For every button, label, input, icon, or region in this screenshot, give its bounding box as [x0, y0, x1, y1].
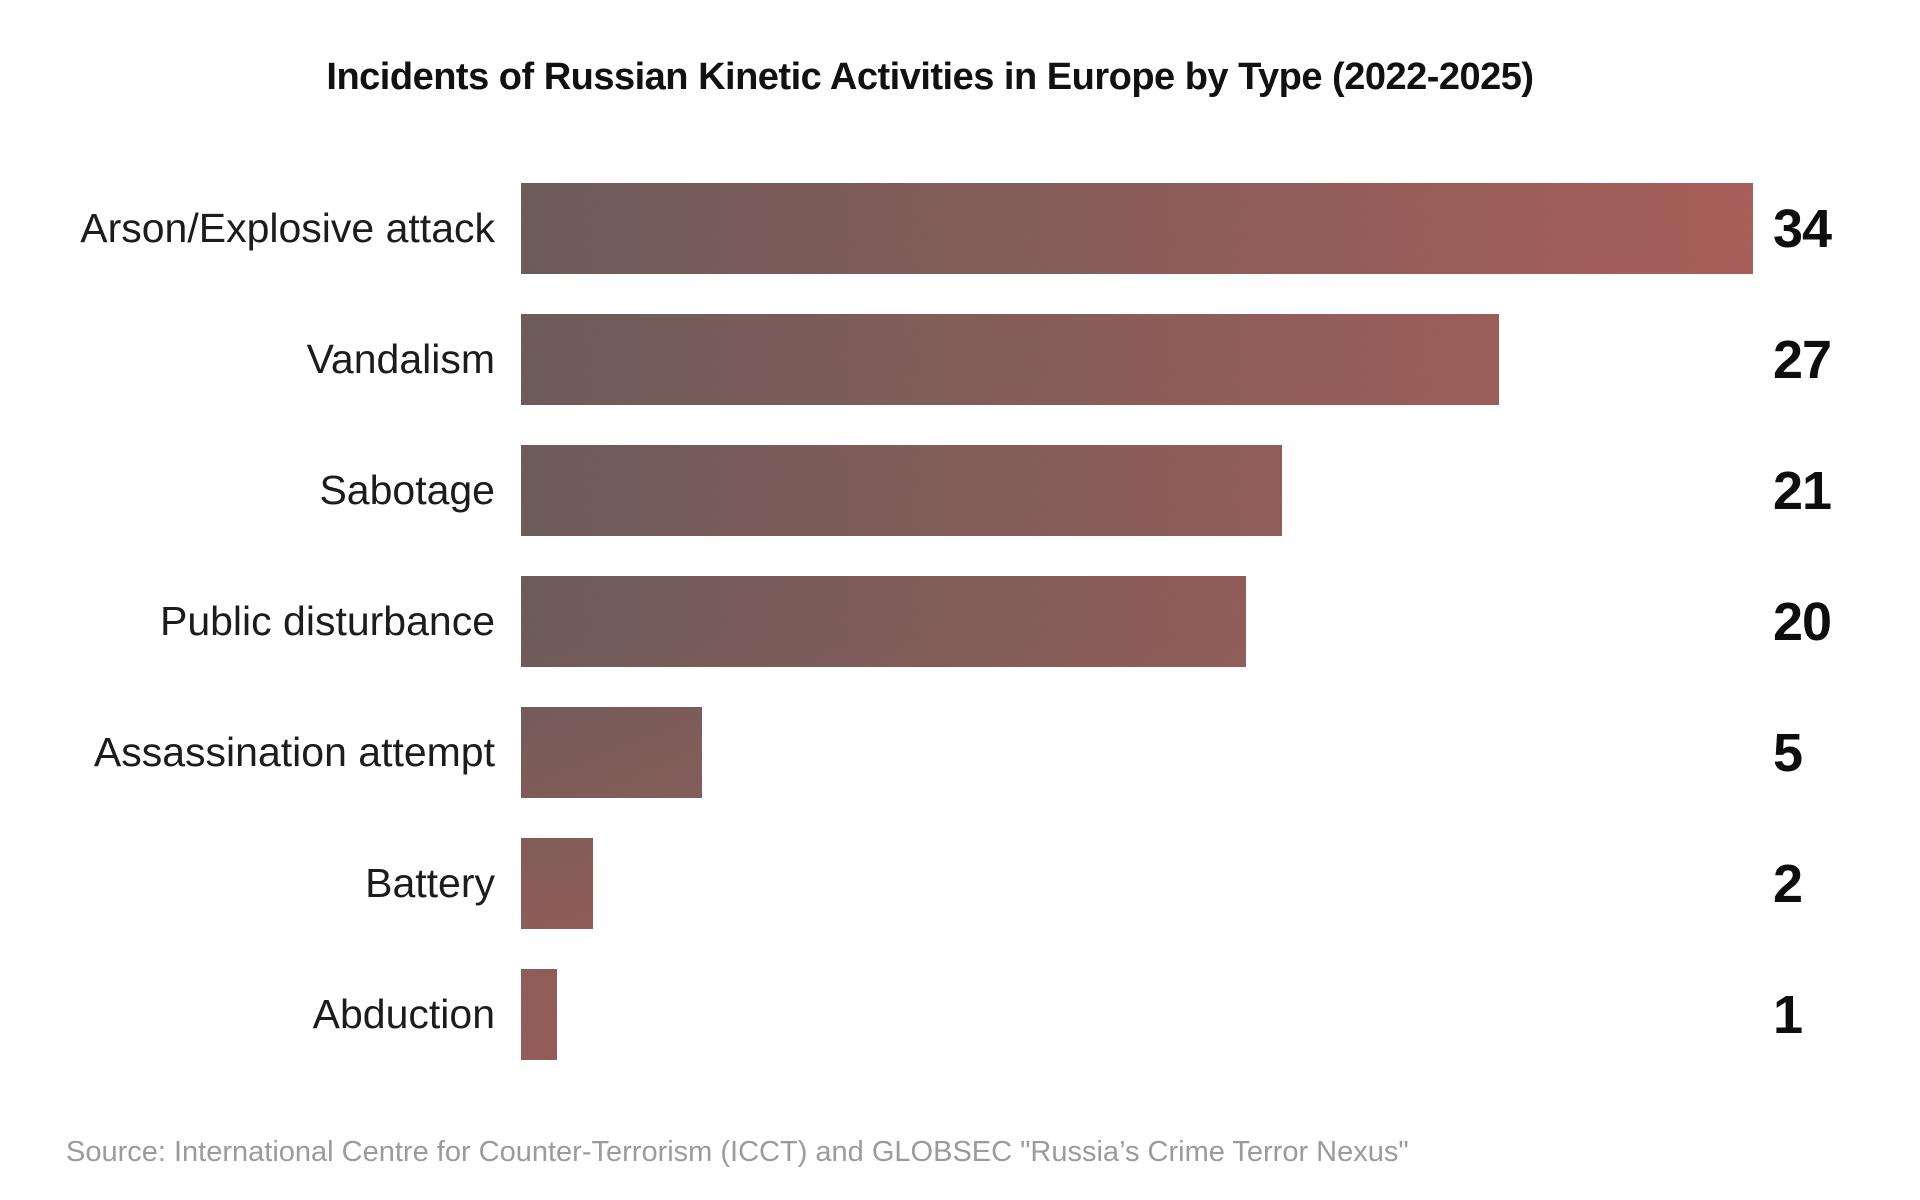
category-label: Abduction: [312, 991, 495, 1037]
value-label: 5: [1773, 722, 1803, 783]
category-label: Public disturbance: [159, 598, 495, 644]
bar-track: [521, 576, 1753, 667]
bar: [521, 183, 1753, 274]
noise-texture: [521, 445, 1282, 536]
category-label: Sabotage: [319, 467, 495, 513]
value-label: 21: [1773, 460, 1832, 521]
bar: [521, 576, 1246, 667]
value-label: 2: [1773, 853, 1803, 914]
value-label: 20: [1773, 591, 1832, 652]
bar-row: Assassination attempt 5: [0, 707, 1920, 798]
bar-row: Public disturbance 20: [0, 576, 1920, 667]
noise-texture: [521, 576, 1246, 667]
bar-row: Sabotage 21: [0, 445, 1920, 536]
bar: [521, 969, 558, 1060]
noise-texture: [521, 969, 558, 1060]
noise-texture: [521, 314, 1500, 405]
bar-track: [521, 838, 1753, 929]
noise-texture: [521, 183, 1753, 274]
chart-plot-area: Arson/Explosive attack 34 Vandalism: [0, 183, 1920, 1100]
category-label: Vandalism: [306, 336, 495, 382]
bar-track: [521, 445, 1753, 536]
bar-track: [521, 707, 1753, 798]
chart-title: Incidents of Russian Kinetic Activities …: [326, 56, 1534, 98]
bar-track: [521, 314, 1753, 405]
value-label: 34: [1773, 198, 1832, 259]
bar-track: [521, 183, 1753, 274]
bar: [521, 707, 703, 798]
bar-row: Battery 2: [0, 838, 1920, 929]
category-label: Assassination attempt: [93, 729, 495, 775]
value-label: 1: [1773, 984, 1803, 1045]
source-attribution: Source: International Centre for Counter…: [66, 1136, 1409, 1168]
bar: [521, 838, 594, 929]
bar-row: Arson/Explosive attack 34: [0, 183, 1920, 274]
category-label: Arson/Explosive attack: [80, 205, 495, 251]
category-label: Battery: [365, 860, 495, 906]
bar-track: [521, 969, 1753, 1060]
bar-row: Vandalism 27: [0, 314, 1920, 405]
value-label: 27: [1773, 329, 1832, 390]
noise-texture: [521, 707, 703, 798]
noise-texture: [521, 838, 594, 929]
bar-row: Abduction 1: [0, 969, 1920, 1060]
bar: [521, 314, 1500, 405]
bar: [521, 445, 1282, 536]
